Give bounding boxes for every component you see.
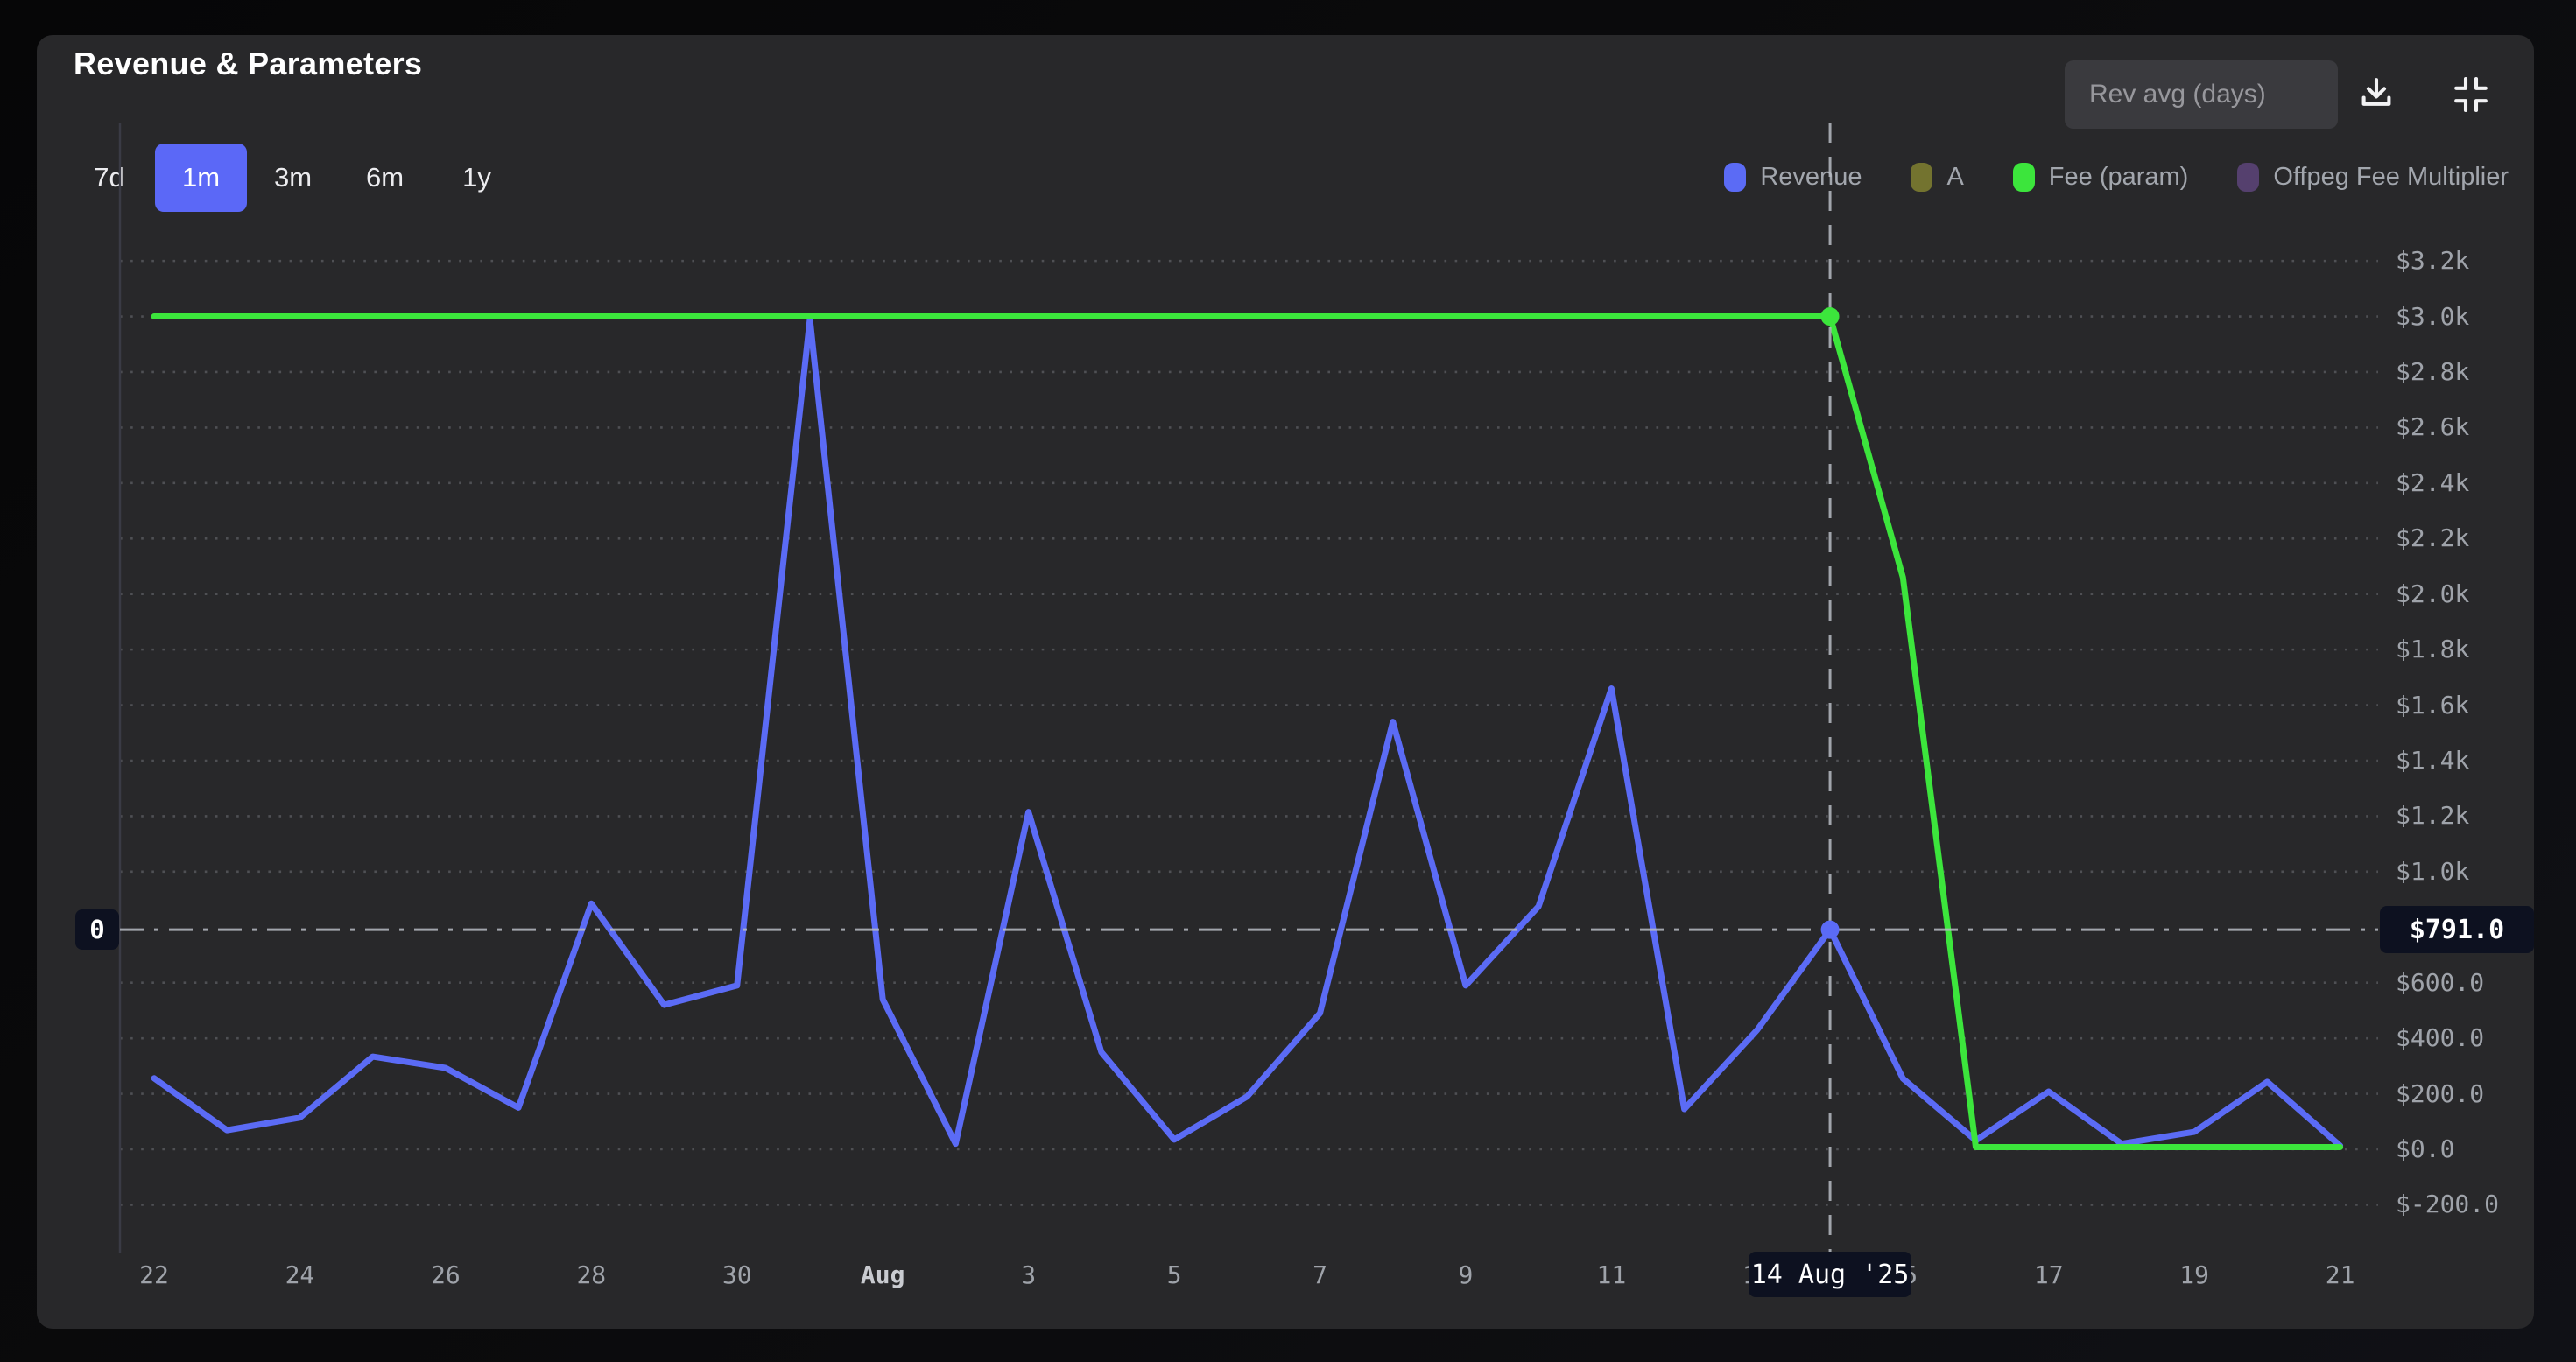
y-axis-label: $-200.0	[2396, 1190, 2500, 1219]
legend: Revenue A Fee (param) Offpeg Fee Multipl…	[1724, 163, 2509, 192]
revenue-swatch-icon	[1724, 163, 1747, 192]
x-axis-label: 21	[2325, 1260, 2355, 1289]
y-axis-label: $1.4k	[2396, 745, 2470, 775]
rev-avg-input[interactable]	[2065, 60, 2338, 129]
legend-label: Revenue	[1760, 163, 1862, 191]
range-button-3m[interactable]: 3m	[247, 144, 339, 212]
legend-item-offpeg-fee-multiplier[interactable]: Offpeg Fee Multiplier	[2237, 163, 2509, 192]
y-axis-label: $2.4k	[2396, 467, 2470, 497]
x-axis-label: 3	[1021, 1260, 1037, 1289]
y-axis-label: $200.0	[2396, 1078, 2485, 1108]
y-axis-label: $1.6k	[2396, 690, 2470, 720]
crosshair-left-axis-label: 0	[75, 909, 119, 951]
legend-label: Fee (param)	[2048, 163, 2189, 191]
x-axis-label: 7	[1313, 1260, 1327, 1289]
x-axis-label: 26	[431, 1260, 461, 1289]
y-axis-label: $0.0	[2396, 1134, 2455, 1163]
y-axis-label: $3.0k	[2396, 301, 2470, 331]
x-axis-label: 19	[2179, 1260, 2210, 1289]
y-axis-label: $400.0	[2396, 1023, 2485, 1053]
x-axis-label: 17	[2033, 1260, 2064, 1289]
legend-item-a[interactable]: A	[1911, 163, 1964, 192]
legend-item-fee-param[interactable]: Fee (param)	[2012, 163, 2189, 192]
revenue-crosshair-dot	[1820, 920, 1840, 939]
y-axis-label: $1.0k	[2396, 856, 2470, 886]
y-axis-label: $2.6k	[2396, 412, 2470, 442]
y-axis-label: $600.0	[2396, 967, 2485, 997]
x-axis-label: 22	[139, 1260, 169, 1289]
y-axis-label: $1.2k	[2396, 801, 2470, 831]
time-range-group: 7d 1m 3m 6m 1y	[63, 144, 523, 212]
collapse-icon-button[interactable]	[2450, 74, 2492, 116]
fee-param--line	[151, 313, 2344, 1150]
collapse-icon	[2450, 76, 2492, 118]
x-axis-label: 28	[576, 1260, 607, 1289]
a-swatch-icon	[1911, 163, 1933, 192]
y-axis-label: $3.2k	[2396, 246, 2470, 276]
x-axis-label: 24	[285, 1260, 315, 1289]
y-axis-label: $2.0k	[2396, 579, 2470, 608]
page-title: Revenue & Parameters	[74, 46, 423, 81]
legend-label: A	[1946, 163, 1964, 191]
x-axis-label: 11	[1596, 1260, 1627, 1289]
y-axis-label: $1.8k	[2396, 635, 2470, 664]
crosshair-value-label: $791.0	[2380, 906, 2534, 954]
range-button-1m[interactable]: 1m	[155, 144, 247, 212]
range-button-1y[interactable]: 1y	[431, 144, 523, 212]
legend-item-revenue[interactable]: Revenue	[1724, 163, 1862, 192]
y-axis-label: $2.2k	[2396, 523, 2470, 553]
revenue-line	[151, 316, 2344, 1149]
download-icon	[2355, 78, 2397, 118]
crosshair-date-tooltip: 14 Aug '25	[1749, 1252, 1912, 1297]
offpeg-fee-multiplier-swatch-icon	[2237, 163, 2260, 192]
fee-param-swatch-icon	[2012, 163, 2035, 192]
legend-label: Offpeg Fee Multiplier	[2273, 163, 2509, 191]
range-button-6m[interactable]: 6m	[339, 144, 431, 212]
y-axis-label: $2.8k	[2396, 356, 2470, 386]
x-axis-label: Aug	[860, 1260, 905, 1289]
x-axis-label: 30	[721, 1260, 752, 1289]
x-axis-label: 5	[1166, 1260, 1182, 1289]
download-button[interactable]	[2355, 74, 2397, 116]
x-axis-label: 9	[1458, 1260, 1474, 1289]
fee-crosshair-dot	[1820, 307, 1840, 326]
chart-card	[37, 35, 2534, 1329]
